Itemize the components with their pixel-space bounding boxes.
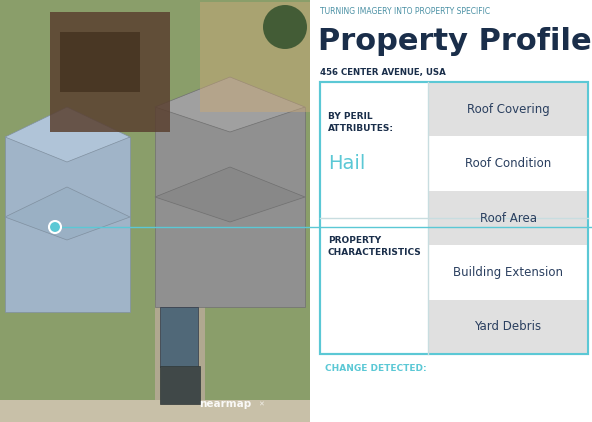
Polygon shape [155,77,305,132]
Text: nearmap: nearmap [199,399,251,409]
FancyBboxPatch shape [160,307,198,367]
Text: ✕: ✕ [258,401,264,407]
FancyBboxPatch shape [320,82,588,354]
FancyBboxPatch shape [5,137,130,312]
Circle shape [49,221,61,233]
Text: Yard Debris: Yard Debris [474,320,542,333]
Text: Property Profile: Property Profile [318,27,591,56]
FancyBboxPatch shape [155,300,205,400]
Text: BY PERIL: BY PERIL [328,112,372,121]
FancyBboxPatch shape [200,2,310,112]
FancyBboxPatch shape [0,0,310,422]
FancyBboxPatch shape [428,82,588,136]
Polygon shape [5,187,130,240]
FancyBboxPatch shape [155,107,305,307]
Text: Roof Area: Roof Area [480,211,536,225]
Text: Roof Covering: Roof Covering [466,103,549,116]
Text: Roof Condition: Roof Condition [465,157,551,170]
Text: CHANGE DETECTED:: CHANGE DETECTED: [325,364,427,373]
Text: ATTRIBUTES:: ATTRIBUTES: [328,124,394,133]
Polygon shape [5,107,130,162]
Circle shape [263,5,307,49]
Text: Hail: Hail [328,154,365,173]
FancyBboxPatch shape [50,12,170,132]
FancyBboxPatch shape [428,191,588,245]
FancyBboxPatch shape [160,366,200,404]
Text: Building Extension: Building Extension [453,266,563,279]
FancyBboxPatch shape [60,32,140,92]
FancyBboxPatch shape [0,400,310,422]
Text: CHARACTERISTICS: CHARACTERISTICS [328,248,422,257]
Text: 456 CENTER AVENUE, USA: 456 CENTER AVENUE, USA [320,68,446,77]
Text: PROPERTY: PROPERTY [328,236,381,245]
FancyBboxPatch shape [315,0,592,422]
FancyBboxPatch shape [428,300,588,354]
Polygon shape [155,167,305,222]
Text: TURNING IMAGERY INTO PROPERTY SPECIFIC: TURNING IMAGERY INTO PROPERTY SPECIFIC [320,7,490,16]
